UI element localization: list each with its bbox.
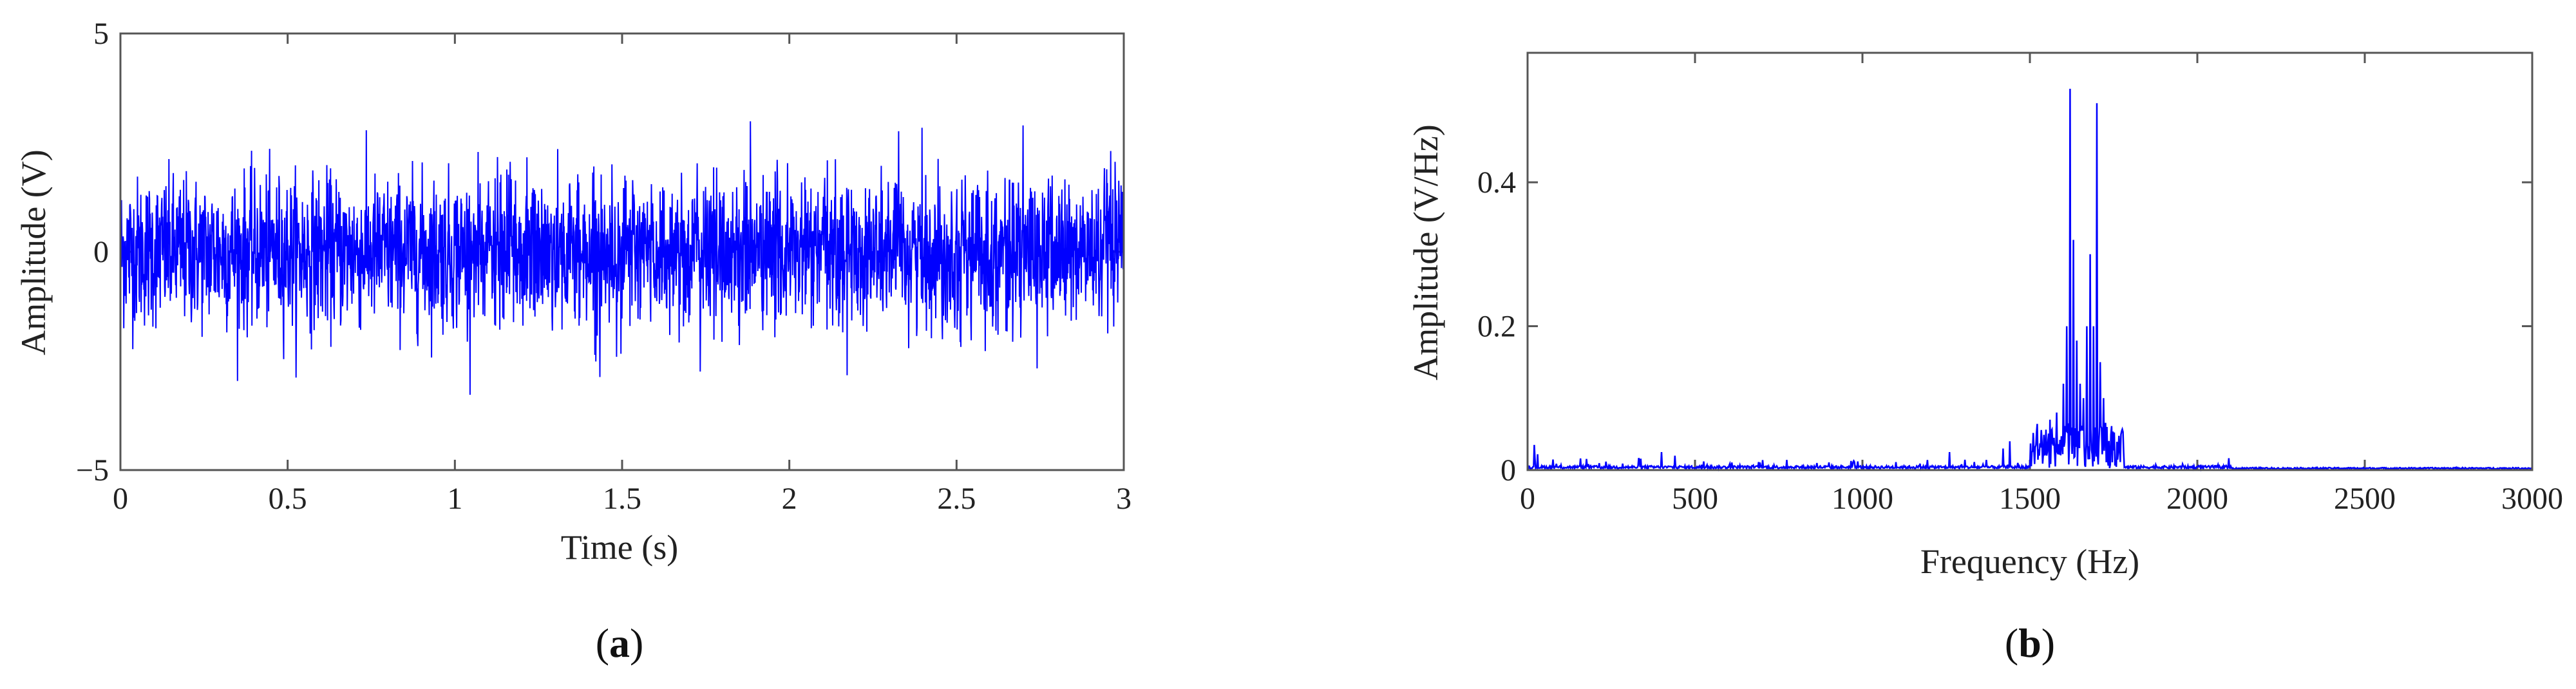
panel-a-letter: a [609, 620, 630, 666]
panel-b-x-axis-label: Frequency (Hz) [1920, 542, 2139, 581]
panel-b-axes-frame [1526, 52, 2533, 471]
y-tick-label: 0.4 [1477, 165, 1516, 200]
y-tick-label: 0 [93, 235, 109, 269]
x-tick-label: 3 [1116, 482, 1132, 516]
x-tick-label: 2.5 [937, 482, 976, 516]
signal-line [120, 121, 1124, 395]
y-tick-label: −5 [76, 453, 109, 487]
panel-a-y-axis-label: Amplitude (V) [14, 149, 53, 355]
panel-a-axes-frame [119, 32, 1125, 471]
x-tick-label: 0 [113, 482, 128, 516]
panel-b-spectrum: Amplitude (V/Hz) Frequency (Hz) 0 500 1000… [1406, 52, 2563, 666]
panel-b-caption: (b) [2005, 620, 2055, 666]
panel-b-letter: b [2018, 620, 2041, 666]
x-tick-label: 2000 [2166, 482, 2228, 516]
x-tick-label: 2 [782, 482, 797, 516]
panel-a-time-signal: Amplitude (V) Time (s) 0 0.5 1 1.5 2 2.5 350−5… [14, 17, 1132, 666]
panel-b-y-axis-label: Amplitude (V/Hz) [1406, 124, 1445, 380]
panel-a-caption: (a) [596, 620, 644, 666]
x-tick-label: 1500 [1999, 482, 2061, 516]
x-tick-label: 1.5 [603, 482, 641, 516]
y-tick-label: 0.2 [1477, 310, 1516, 344]
x-tick-label: 0.5 [269, 482, 307, 516]
panel-a-plot-area: 0 0.5 1 1.5 2 2.5 350−5 [76, 17, 1132, 516]
x-tick-label: 3000 [2501, 482, 2563, 516]
x-tick-label: 1 [447, 482, 462, 516]
panel-b-plot-area: 0 500 1000 1500 2000 2500 3000 0 0.2 0.4 [1477, 52, 2563, 516]
y-tick-label: 5 [93, 17, 109, 51]
x-tick-label: 500 [1672, 482, 1718, 516]
panel-a-x-axis-label: Time (s) [561, 528, 679, 567]
x-tick-label: 1000 [1832, 482, 1893, 516]
spectrum-line [1526, 88, 2533, 472]
x-tick-label: 0 [1520, 482, 1535, 516]
x-tick-label: 2500 [2334, 482, 2396, 516]
y-tick-label: 0 [1501, 453, 1516, 487]
